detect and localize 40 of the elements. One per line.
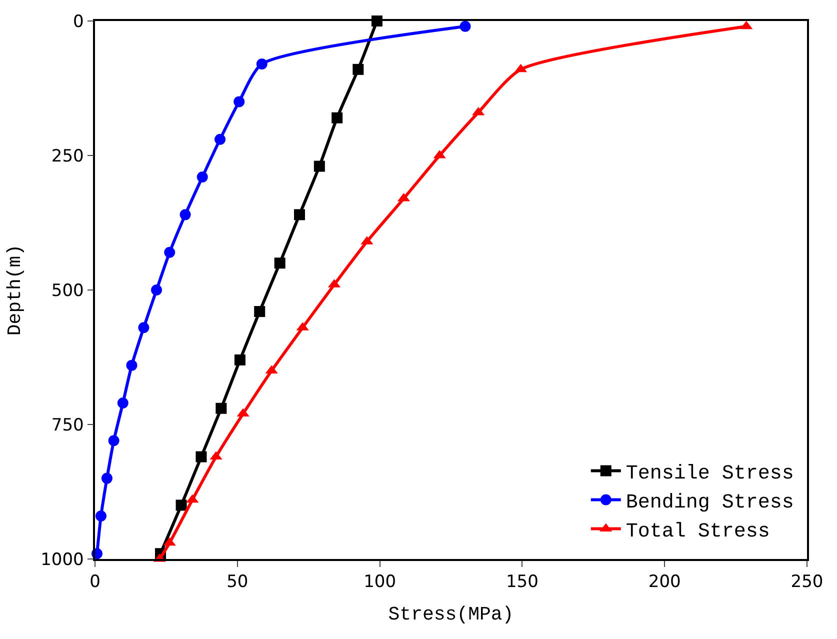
point xyxy=(180,209,191,220)
point xyxy=(314,160,325,172)
x-tick-label: 200 xyxy=(648,572,681,592)
legend-label: Bending Stress xyxy=(626,492,794,515)
point xyxy=(352,64,364,75)
point xyxy=(216,402,227,414)
y-tick-label: 1000 xyxy=(40,550,84,570)
point xyxy=(176,500,187,511)
point xyxy=(332,112,343,124)
point xyxy=(196,172,208,183)
x-axis-title: Stress(MPa) xyxy=(388,603,514,626)
point xyxy=(151,284,162,296)
point xyxy=(214,134,226,145)
point xyxy=(460,20,471,32)
y-tick-label: 0 xyxy=(73,12,84,32)
y-tick-label: 500 xyxy=(51,280,84,301)
point xyxy=(254,306,266,318)
point xyxy=(138,322,150,334)
point xyxy=(294,209,305,220)
point xyxy=(101,472,112,484)
point xyxy=(274,258,286,269)
point xyxy=(126,360,138,371)
y-tick-label: 250 xyxy=(51,146,84,166)
y-axis-title: Depth(m) xyxy=(4,244,26,336)
y-tick-label: 750 xyxy=(51,415,84,436)
x-tick-label: 250 xyxy=(790,572,824,592)
point xyxy=(164,246,176,258)
point xyxy=(196,451,207,462)
point xyxy=(256,58,268,70)
point xyxy=(234,354,246,366)
legend-label: Total Stress xyxy=(626,520,770,544)
x-tick-label: 0 xyxy=(90,572,100,592)
point xyxy=(108,435,120,446)
x-tick-label: 150 xyxy=(506,572,538,592)
point xyxy=(234,96,245,108)
x-tick-label: 100 xyxy=(364,572,396,592)
x-tick-label: 50 xyxy=(226,572,248,592)
point xyxy=(117,397,128,408)
legend-label: Tensile Stress xyxy=(626,462,794,486)
point xyxy=(95,510,106,522)
